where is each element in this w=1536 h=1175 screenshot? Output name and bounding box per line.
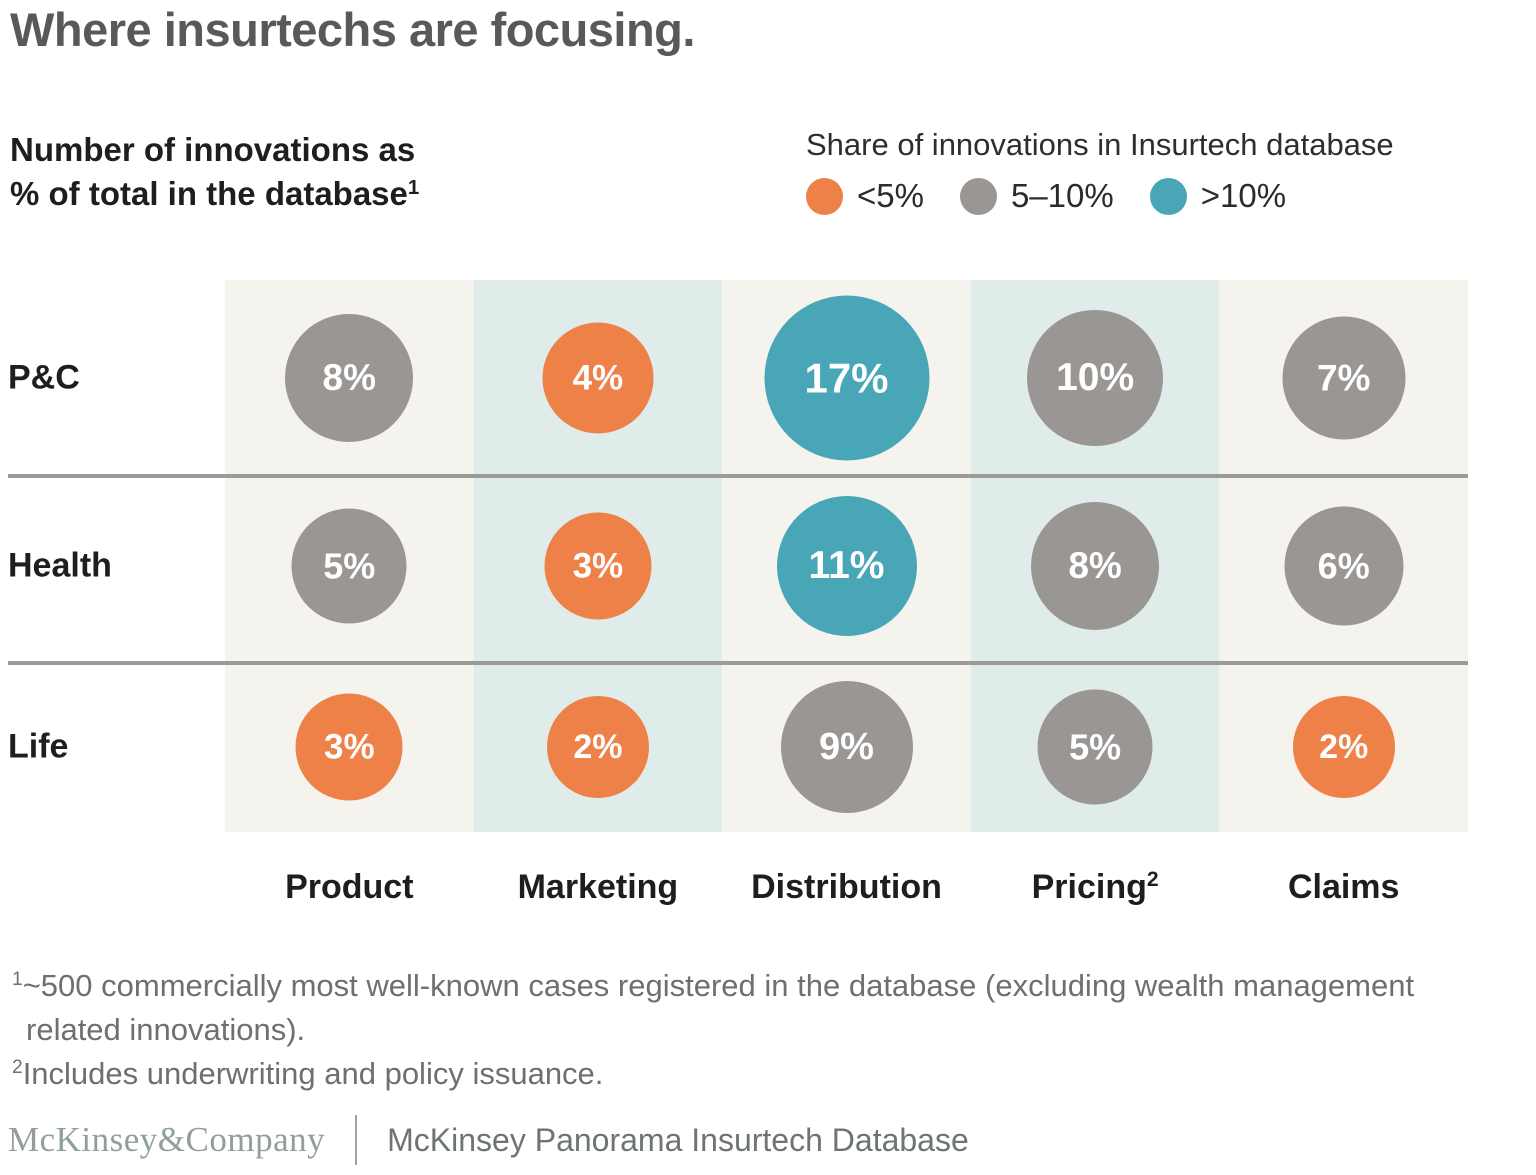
measure-line2: % of total in the database bbox=[10, 175, 408, 213]
bubble-value: 5% bbox=[323, 545, 376, 586]
column-label-marketing: Marketing bbox=[517, 868, 679, 906]
bubble-value: 11% bbox=[808, 544, 885, 587]
legend-item-gt10: >10% bbox=[1149, 177, 1287, 215]
bubble-value: 17% bbox=[804, 354, 889, 401]
bubble-life-pricing: 5% bbox=[1037, 689, 1153, 805]
bubble-life-claims: 2% bbox=[1292, 696, 1395, 798]
footnote-2: 2Includes underwriting and policy issuan… bbox=[8, 1052, 1420, 1096]
footnotes: 1~500 commercially most well-known cases… bbox=[8, 964, 1420, 1096]
bubble-pc-marketing: 4% bbox=[542, 322, 654, 434]
footnote-2-text: Includes underwriting and policy issuanc… bbox=[22, 1056, 604, 1092]
bubble-pc-claims: 7% bbox=[1282, 316, 1406, 440]
measure-line1: Number of innovations as bbox=[10, 131, 416, 168]
column-label-claims: Claims bbox=[1287, 868, 1400, 906]
row-separator-2 bbox=[8, 661, 1468, 665]
bubble-value: 2% bbox=[573, 727, 623, 766]
gray-circle-icon bbox=[959, 177, 997, 215]
bubble-health-distribution: 11% bbox=[776, 496, 917, 636]
mckinsey-logo: McKinsey&Company bbox=[8, 1120, 326, 1159]
column-label-pricing: Pricing2 bbox=[1031, 868, 1159, 906]
bubble-health-product: 5% bbox=[291, 508, 407, 624]
footnote-2-marker: 2 bbox=[12, 1057, 23, 1079]
legend-label-5to10: 5–10% bbox=[1010, 177, 1114, 215]
bubble-value: 8% bbox=[1068, 545, 1122, 586]
bubble-pc-distribution: 17% bbox=[764, 295, 929, 461]
bubble-life-product: 3% bbox=[295, 693, 403, 801]
legend-label-lt5: <5% bbox=[857, 177, 924, 215]
legend-item-lt5: <5% bbox=[806, 177, 924, 215]
bubble-value: 3% bbox=[324, 727, 375, 766]
measure-label: Number of innovations as % of total in t… bbox=[10, 128, 419, 216]
bubble-value: 3% bbox=[572, 546, 624, 585]
bubble-value: 9% bbox=[819, 725, 874, 768]
bubble-pc-pricing: 10% bbox=[1027, 310, 1164, 446]
footnote-1-text: ~500 commercially most well-known cases … bbox=[22, 968, 1415, 1048]
footnote-1: 1~500 commercially most well-known cases… bbox=[8, 964, 1420, 1052]
orange-circle-icon bbox=[806, 177, 843, 215]
legend-label-gt10: >10% bbox=[1200, 177, 1287, 215]
bubble-health-marketing: 3% bbox=[544, 512, 652, 620]
footer-divider bbox=[355, 1115, 358, 1165]
bubble-value: 2% bbox=[1319, 727, 1369, 766]
footnote-1-marker: 1 bbox=[12, 969, 23, 991]
legend-items: <5% 5–10% >10% bbox=[806, 177, 1394, 215]
row-separator-1 bbox=[8, 474, 1468, 478]
row-label-life: Life bbox=[8, 727, 69, 766]
page-title: Where insurtechs are focusing. bbox=[10, 3, 695, 56]
source-label: McKinsey Panorama Insurtech Database bbox=[387, 1121, 969, 1158]
bubble-life-distribution: 9% bbox=[780, 681, 913, 813]
bubble-grid: 8% 4% 17% 10% 7% 5% 3% 11% 8% 6% 3% 2% 9% 5% 2% bbox=[225, 280, 1468, 832]
bubble-pc-product: 8% bbox=[285, 314, 414, 442]
bubble-health-claims: 6% bbox=[1284, 506, 1404, 626]
bubble-value: 10% bbox=[1056, 356, 1135, 399]
teal-circle-icon bbox=[1149, 177, 1187, 215]
row-label-health: Health bbox=[8, 546, 112, 585]
column-label-product: Product bbox=[285, 868, 414, 906]
bubble-life-marketing: 2% bbox=[546, 696, 649, 798]
bubble-value: 4% bbox=[572, 358, 624, 397]
column-footnote-marker: 2 bbox=[1146, 868, 1159, 892]
row-label-pc: P&C bbox=[8, 358, 80, 397]
bubble-value: 6% bbox=[1317, 545, 1370, 586]
bubble-value: 5% bbox=[1069, 726, 1122, 767]
column-label-distribution: Distribution bbox=[751, 868, 942, 906]
legend: Share of innovations in Insurtech databa… bbox=[806, 126, 1394, 215]
measure-footnote-marker: 1 bbox=[407, 175, 420, 199]
bubble-value: 8% bbox=[322, 357, 377, 398]
bubble-health-pricing: 8% bbox=[1031, 502, 1160, 630]
bubble-value: 7% bbox=[1316, 357, 1371, 398]
legend-title: Share of innovations in Insurtech databa… bbox=[806, 127, 1394, 162]
legend-item-5to10: 5–10% bbox=[959, 177, 1114, 215]
footer: McKinsey&Company McKinsey Panorama Insur… bbox=[8, 1112, 969, 1168]
